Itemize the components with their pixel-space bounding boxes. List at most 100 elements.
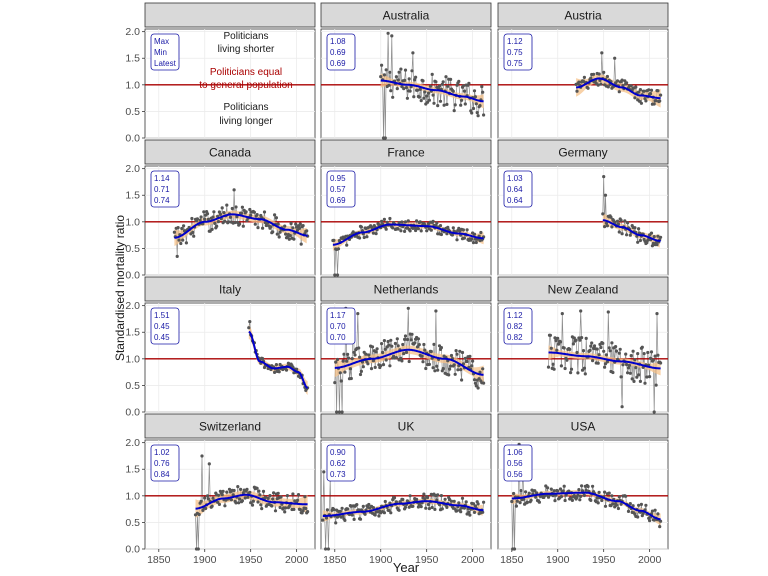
data-point	[462, 236, 466, 240]
data-point	[584, 488, 588, 492]
data-point	[455, 238, 459, 242]
data-point	[423, 90, 427, 94]
data-point	[266, 496, 270, 500]
data-point	[615, 219, 620, 223]
data-point	[472, 232, 477, 236]
data-point	[430, 72, 434, 76]
data-point	[601, 212, 605, 216]
data-point	[423, 348, 427, 352]
data-point	[628, 233, 632, 237]
data-point	[403, 229, 407, 233]
data-point	[589, 344, 593, 348]
data-point	[467, 81, 471, 85]
data-point	[192, 234, 196, 238]
data-point	[555, 348, 559, 352]
y-tick-label: 2.0	[125, 437, 140, 449]
data-point	[273, 370, 277, 374]
data-point	[602, 349, 606, 353]
stats-box-value: 0.90	[330, 448, 346, 457]
data-point	[191, 230, 195, 234]
data-point	[529, 498, 533, 502]
data-point	[414, 228, 418, 233]
data-point	[273, 509, 278, 513]
stats-box	[503, 33, 533, 71]
data-point	[384, 227, 388, 231]
panel-title: UK	[398, 420, 415, 434]
data-point	[581, 349, 586, 353]
stats-box-value: 0.75	[507, 48, 523, 57]
stats-box	[150, 170, 180, 208]
data-point	[475, 111, 479, 115]
stats-box-value: 0.70	[330, 333, 346, 342]
data-point	[382, 339, 386, 343]
data-point	[425, 94, 429, 98]
data-point	[388, 70, 392, 74]
data-point	[549, 346, 553, 350]
data-point	[427, 507, 431, 511]
data-point	[592, 72, 596, 76]
facet-panel-0: 0.0 0.5 1.0 1.5 2.0 Max Min Latest Politicians li…	[125, 26, 316, 145]
trend-line	[248, 330, 309, 389]
trend-line	[602, 219, 661, 242]
data-point	[385, 220, 389, 224]
data-point	[350, 513, 354, 517]
data-point	[283, 224, 287, 228]
data-point	[305, 229, 309, 233]
data-point	[458, 349, 462, 353]
data-point	[182, 224, 186, 228]
data-point	[614, 503, 619, 507]
data-point	[449, 364, 453, 368]
data-point	[413, 341, 417, 345]
data-point	[377, 514, 381, 518]
data-point	[278, 505, 282, 510]
data-point	[371, 506, 375, 510]
stats-box-value: 0.76	[154, 459, 170, 468]
data-point	[659, 93, 663, 97]
data-point	[200, 454, 204, 458]
data-point	[343, 518, 347, 523]
trend-line	[548, 351, 661, 370]
data-point	[370, 345, 375, 349]
data-point	[655, 243, 659, 247]
data-point	[357, 508, 361, 512]
data-point	[379, 75, 383, 79]
stats-box-value: 0.62	[330, 459, 346, 468]
data-point	[600, 498, 604, 503]
data-point	[656, 89, 660, 93]
data-point	[190, 216, 194, 221]
data-point	[481, 367, 485, 371]
stats-box	[150, 307, 180, 345]
data-point	[652, 235, 656, 239]
data-point	[357, 346, 361, 350]
data-point	[627, 363, 632, 367]
data-point	[399, 356, 403, 360]
data-point	[619, 218, 623, 222]
data-point	[457, 79, 461, 83]
data-point	[452, 363, 456, 367]
data-point	[394, 75, 398, 79]
data-point	[437, 84, 442, 88]
data-point	[546, 486, 550, 490]
data-point	[403, 78, 407, 82]
data-point	[431, 93, 435, 97]
facet-panel-11: USA 1850 1900 1950 2000 1.06 0.56 0.56	[497, 413, 669, 566]
data-point	[658, 99, 662, 103]
data-point	[471, 359, 475, 363]
data-point	[253, 222, 257, 226]
data-point	[393, 341, 397, 346]
data-point	[400, 220, 404, 224]
data-point	[292, 237, 296, 241]
data-point	[426, 495, 430, 500]
data-point	[235, 215, 239, 219]
data-point	[426, 100, 430, 104]
data-point	[605, 360, 610, 364]
data-point	[435, 364, 439, 368]
data-point	[409, 338, 413, 342]
data-point	[562, 346, 566, 350]
data-point	[411, 504, 415, 508]
data-point	[576, 371, 580, 375]
data-point	[580, 484, 584, 488]
facet-panel-1: Australia 1.08 0.69 0.69	[320, 2, 492, 140]
data-point	[636, 352, 640, 356]
data-point	[415, 88, 420, 92]
